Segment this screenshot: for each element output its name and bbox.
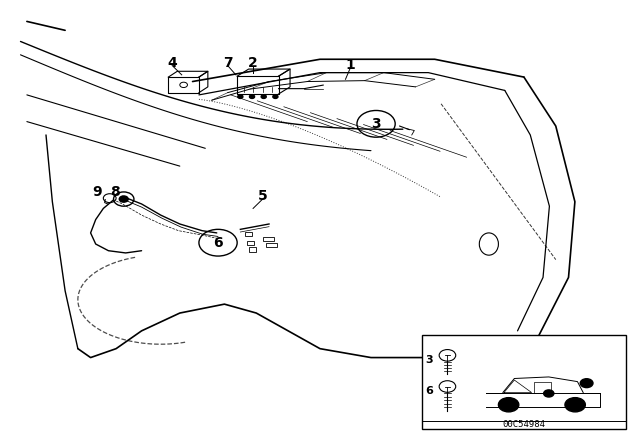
Bar [248, 247, 256, 252]
Circle shape [543, 390, 554, 397]
Circle shape [565, 398, 586, 412]
Bar [266, 243, 277, 247]
Bar [422, 335, 626, 429]
Text: 7: 7 [223, 56, 232, 70]
Text: 3: 3 [426, 355, 433, 365]
Circle shape [273, 95, 278, 99]
Text: 3: 3 [371, 117, 381, 131]
Text: 6: 6 [426, 386, 433, 396]
Text: 2: 2 [248, 56, 258, 70]
Text: 9: 9 [92, 185, 102, 199]
Bar [245, 232, 252, 237]
Bar [262, 237, 274, 241]
Text: 1: 1 [346, 58, 355, 72]
Text: 4: 4 [167, 56, 177, 70]
Text: 00C54984: 00C54984 [502, 420, 545, 429]
Text: 6: 6 [213, 236, 223, 250]
Bar [246, 241, 254, 246]
Text: 5: 5 [258, 190, 268, 203]
Text: 8: 8 [110, 185, 120, 199]
Circle shape [580, 379, 593, 388]
Circle shape [250, 95, 255, 99]
Circle shape [499, 398, 519, 412]
Circle shape [119, 196, 128, 202]
Circle shape [261, 95, 266, 99]
Circle shape [238, 95, 243, 99]
